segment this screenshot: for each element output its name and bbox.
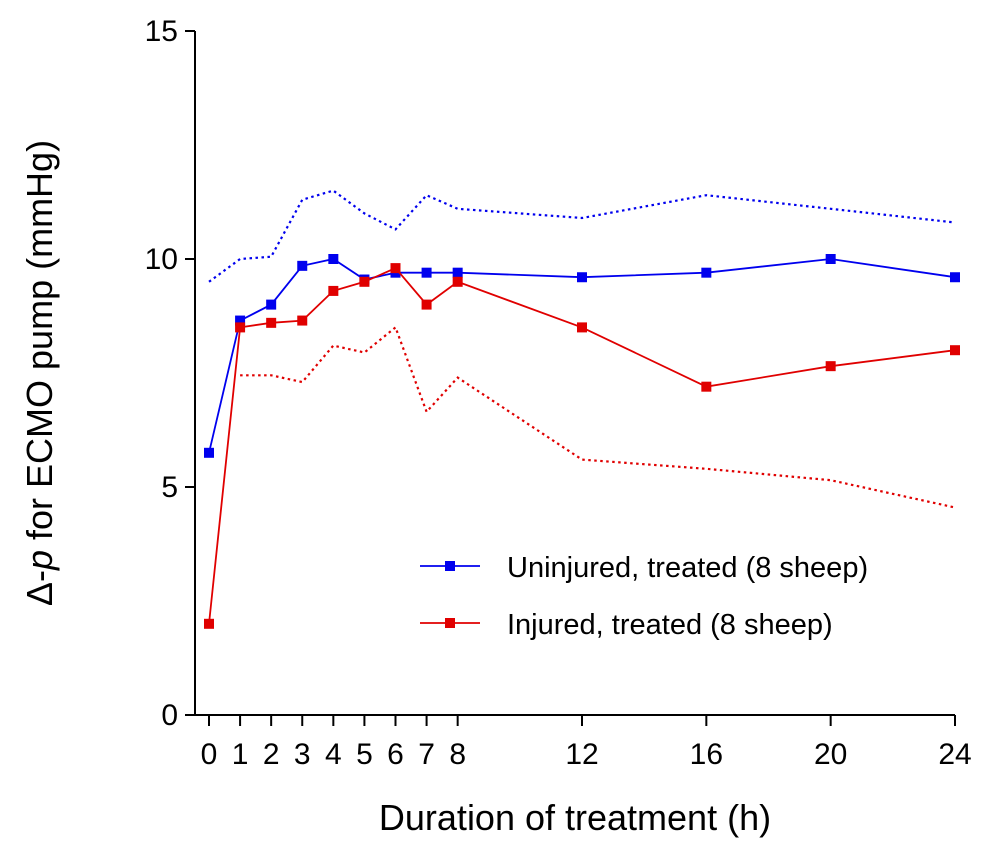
uninjured-data-point bbox=[452, 267, 463, 278]
x-tick-label: 5 bbox=[356, 738, 373, 771]
confidence-bounds bbox=[208, 189, 956, 509]
x-ticks: 0 1 2 3 4 5 6 7 8 12 16 20 24 bbox=[201, 715, 972, 771]
x-tick-label: 24 bbox=[938, 738, 971, 771]
injured-data-point bbox=[297, 315, 308, 326]
x-tick-label: 4 bbox=[325, 738, 342, 771]
uninjured-data-point bbox=[825, 254, 836, 264]
x-tick-label: 7 bbox=[418, 738, 435, 771]
legend-marker-injured bbox=[445, 618, 455, 628]
y-tick-label: 15 bbox=[145, 15, 178, 48]
x-tick-label: 1 bbox=[232, 738, 249, 771]
injured-data-point bbox=[328, 285, 339, 296]
injured-data-point bbox=[701, 381, 712, 392]
x-tick-label: 0 bbox=[201, 738, 218, 771]
x-tick-label: 16 bbox=[690, 738, 723, 771]
injured-data-point bbox=[266, 317, 277, 328]
series-lines bbox=[204, 254, 960, 629]
uninjured-data-point bbox=[297, 260, 308, 271]
injured-data-point bbox=[825, 361, 836, 372]
y-axis-title-variable: p bbox=[19, 550, 60, 571]
x-tick-label: 20 bbox=[814, 738, 847, 771]
uninjured-data-point bbox=[950, 272, 960, 283]
uninjured-data-point bbox=[421, 267, 432, 278]
x-tick-label: 3 bbox=[294, 738, 311, 771]
x-tick-label: 8 bbox=[449, 738, 466, 771]
x-tick-label: 2 bbox=[263, 738, 280, 771]
legend: Uninjured, treated (8 sheep) Injured, tr… bbox=[420, 552, 868, 641]
uninjured-data-point bbox=[577, 272, 587, 283]
legend-marker-uninjured bbox=[445, 561, 455, 571]
uninjured-data-point bbox=[204, 447, 214, 458]
uninjured-data-point bbox=[701, 267, 712, 278]
uninjured-upper-bound-line bbox=[208, 189, 956, 283]
injured-lower-bound-line bbox=[240, 325, 956, 509]
x-axis-title: Duration of treatment (h) bbox=[379, 797, 771, 838]
injured-data-point bbox=[421, 299, 432, 310]
legend-label-uninjured: Uninjured, treated (8 sheep) bbox=[507, 552, 868, 584]
y-ticks: 0 5 10 15 bbox=[145, 15, 195, 732]
y-tick-label: 10 bbox=[145, 243, 178, 276]
y-tick-label: 5 bbox=[161, 471, 178, 504]
y-tick-label: 0 bbox=[161, 699, 178, 732]
injured-data-point bbox=[204, 618, 214, 629]
x-tick-label: 12 bbox=[565, 738, 598, 771]
y-axis-title-prefix: Δ- bbox=[19, 570, 60, 606]
y-axis-title: Δ-p for ECMO pump (mmHg) bbox=[19, 140, 60, 606]
injured-data-point bbox=[390, 263, 401, 274]
uninjured-data-point bbox=[266, 299, 277, 310]
injured-data-point bbox=[950, 345, 960, 356]
injured-data-point bbox=[235, 322, 246, 333]
uninjured-data-point bbox=[328, 254, 339, 264]
axes bbox=[194, 31, 955, 716]
legend-label-injured: Injured, treated (8 sheep) bbox=[507, 609, 833, 641]
uninjured-series-line bbox=[208, 258, 956, 454]
injured-data-point bbox=[359, 276, 370, 287]
x-tick-label: 6 bbox=[387, 738, 404, 771]
y-axis-title-suffix: for ECMO pump (mmHg) bbox=[19, 140, 60, 550]
injured-data-point bbox=[577, 322, 587, 333]
injured-data-point bbox=[452, 276, 463, 287]
uninjured-data-point bbox=[235, 315, 246, 326]
